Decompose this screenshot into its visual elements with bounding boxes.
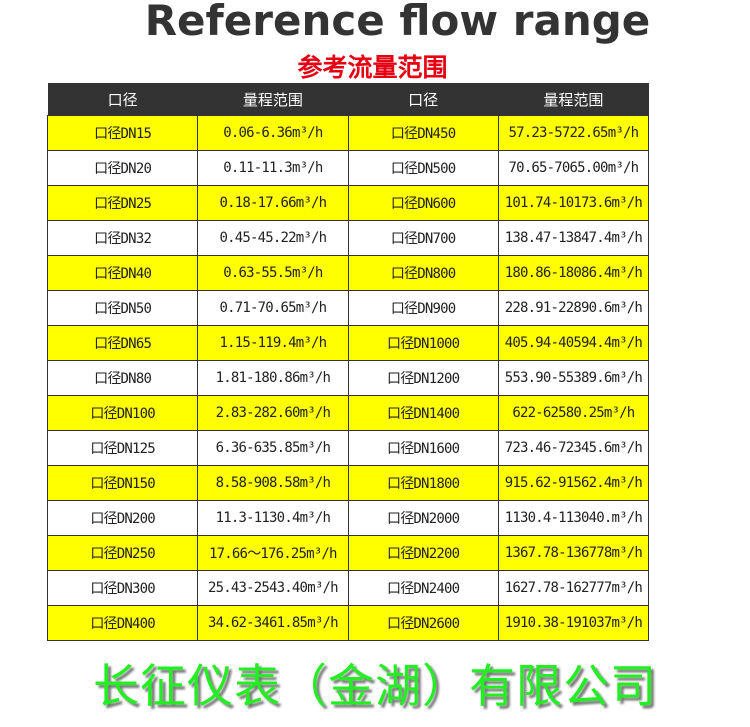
range-cell: 0.11-11.3m³/h — [197, 150, 349, 186]
diameter-cell: 口径DN2000 — [347, 500, 499, 536]
diameter-cell: 口径DN1200 — [347, 360, 499, 396]
diameter-cell: 口径DN2200 — [347, 535, 499, 571]
diameter-cell: 口径DN1800 — [347, 465, 499, 501]
range-cell: 6.36-635.85m³/h — [197, 430, 349, 466]
diameter-cell: 口径DN250 — [46, 535, 199, 571]
table-row: 口径DN25 0.18-17.66m³/h 口径DN600 101.74-10173.… — [46, 185, 650, 221]
diameter-cell: 口径DN150 — [46, 465, 199, 501]
range-cell: 17.66～176.25m³/h — [197, 535, 349, 571]
diameter-cell: 口径DN125 — [46, 430, 199, 466]
diameter-cell: 口径DN200 — [46, 500, 199, 536]
diameter-cell: 口径DN15 — [46, 115, 199, 151]
table-row: 口径DN250 17.66～176.25m³/h 口径DN2200 1367.78-1… — [46, 535, 650, 571]
diameter-cell: 口径DN65 — [46, 325, 199, 361]
range-cell: 1130.4-113040.m³/h — [497, 500, 650, 536]
page-title: Reference flow range — [144, 0, 651, 45]
table-row: 口径DN300 25.43-2543.40m³/h 口径DN2400 1627.78-… — [46, 570, 650, 606]
range-cell: 0.63-55.5m³/h — [197, 255, 349, 291]
table-row: 口径DN50 0.71-70.65m³/h 口径DN900 228.91-22890.… — [46, 290, 650, 326]
header-cell: 口径 — [348, 83, 499, 116]
range-cell: 34.62-3461.85m³/h — [197, 605, 349, 641]
header-cell: 量程范围 — [498, 83, 649, 116]
table-row: 口径DN15 0.06-6.36m³/h 口径DN450 57.23-5722.65m… — [46, 115, 650, 151]
diameter-cell: 口径DN32 — [46, 220, 199, 256]
range-cell: 228.91-22890.6m³/h — [497, 290, 650, 326]
diameter-cell: 口径DN20 — [46, 150, 199, 186]
table-header: 口径 量程范围 口径 量程范围 — [47, 83, 649, 116]
diameter-cell: 口径DN800 — [347, 255, 499, 291]
diameter-cell: 口径DN700 — [347, 220, 499, 256]
range-cell: 915.62-91562.4m³/h — [497, 465, 650, 501]
range-cell: 553.90-55389.6m³/h — [497, 360, 650, 396]
range-cell: 1627.78-162777m³/h — [497, 570, 650, 606]
header-cell: 量程范围 — [197, 83, 348, 116]
range-cell: 1367.78-136778m³/h — [497, 535, 650, 571]
table-row: 口径DN100 2.83-282.60m³/h 口径DN1400 622-62580.… — [46, 395, 650, 431]
table-row: 口径DN125 6.36-635.85m³/h 口径DN1600 723.46-723… — [46, 430, 650, 466]
range-cell: 57.23-5722.65m³/h — [497, 115, 650, 151]
diameter-cell: 口径DN900 — [347, 290, 499, 326]
diameter-cell: 口径DN1600 — [347, 430, 499, 466]
table-row: 口径DN40 0.63-55.5m³/h 口径DN800 180.86-18086.4… — [46, 255, 650, 291]
range-cell: 0.45-45.22m³/h — [197, 220, 349, 256]
table-row: 口径DN80 1.81-180.86m³/h 口径DN1200 553.90-5538… — [46, 360, 650, 396]
table-row: 口径DN32 0.45-45.22m³/h 口径DN700 138.47-13847.… — [46, 220, 650, 256]
diameter-cell: 口径DN25 — [46, 185, 199, 221]
diameter-cell: 口径DN100 — [46, 395, 199, 431]
diameter-cell: 口径DN500 — [347, 150, 499, 186]
range-cell: 180.86-18086.4m³/h — [497, 255, 650, 291]
range-cell: 138.47-13847.4m³/h — [497, 220, 650, 256]
range-cell: 1910.38-191037m³/h — [497, 605, 650, 641]
table-row: 口径DN150 8.58-908.58m³/h 口径DN1800 915.62-915… — [46, 465, 650, 501]
flow-range-table: 口径 量程范围 口径 量程范围 口径DN15 0.06-6.36m³/h 口径DN4… — [46, 83, 650, 641]
diameter-cell: 口径DN2400 — [347, 570, 499, 606]
range-cell: 405.94-40594.4m³/h — [497, 325, 650, 361]
header-cell: 口径 — [47, 83, 198, 116]
range-cell: 70.65-7065.00m³/h — [497, 150, 650, 186]
page-subtitle: 参考流量范围 — [297, 53, 448, 82]
diameter-cell: 口径DN1000 — [347, 325, 499, 361]
range-cell: 101.74-10173.6m³/h — [497, 185, 650, 221]
table-row: 口径DN65 1.15-119.4m³/h 口径DN1000 405.94-40594… — [46, 325, 650, 361]
diameter-cell: 口径DN600 — [347, 185, 499, 221]
range-cell: 25.43-2543.40m³/h — [197, 570, 349, 606]
diameter-cell: 口径DN300 — [46, 570, 199, 606]
diameter-cell: 口径DN1400 — [347, 395, 499, 431]
range-cell: 0.18-17.66m³/h — [197, 185, 349, 221]
range-cell: 1.81-180.86m³/h — [197, 360, 349, 396]
range-cell: 8.58-908.58m³/h — [197, 465, 349, 501]
range-cell: 0.71-70.65m³/h — [197, 290, 349, 326]
range-cell: 0.06-6.36m³/h — [197, 115, 349, 151]
table-row: 口径DN200 11.3-1130.4m³/h 口径DN2000 1130.4-113… — [46, 500, 650, 536]
table-row: 口径DN400 34.62-3461.85m³/h 口径DN2600 1910.38-… — [46, 605, 650, 641]
range-cell: 2.83-282.60m³/h — [197, 395, 349, 431]
diameter-cell: 口径DN450 — [347, 115, 499, 151]
range-cell: 11.3-1130.4m³/h — [197, 500, 349, 536]
diameter-cell: 口径DN50 — [46, 290, 199, 326]
range-cell: 622-62580.25m³/h — [497, 395, 650, 431]
table-row: 口径DN20 0.11-11.3m³/h 口径DN500 70.65-7065.00m… — [46, 150, 650, 186]
watermark: 长征仪表（金湖）有限公司 — [93, 659, 657, 713]
range-cell: 723.46-72345.6m³/h — [497, 430, 650, 466]
diameter-cell: 口径DN400 — [46, 605, 199, 641]
range-cell: 1.15-119.4m³/h — [197, 325, 349, 361]
diameter-cell: 口径DN80 — [46, 360, 199, 396]
diameter-cell: 口径DN2600 — [347, 605, 499, 641]
diameter-cell: 口径DN40 — [46, 255, 199, 291]
